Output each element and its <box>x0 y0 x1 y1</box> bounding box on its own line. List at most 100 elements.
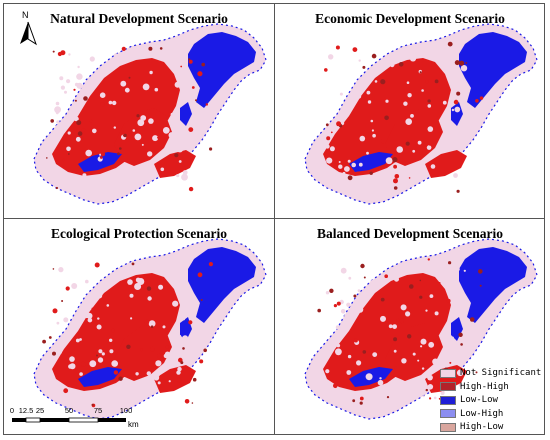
high-high-patch <box>188 58 191 61</box>
not-significant-patch <box>421 367 425 370</box>
low-low-cluster <box>180 102 192 126</box>
not-significant-patch <box>427 384 434 390</box>
not-significant-patch <box>74 116 79 122</box>
not-significant-patch <box>328 54 334 60</box>
not-significant-patch <box>158 284 164 290</box>
not-significant-patch <box>365 373 373 381</box>
low-low-cluster <box>349 152 393 172</box>
not-significant-patch <box>342 102 348 108</box>
high-high-patch <box>352 399 356 403</box>
not-significant-patch <box>71 283 78 289</box>
high-high-patch <box>191 86 195 89</box>
not-significant-patch <box>75 136 81 142</box>
high-high-patch <box>203 348 207 353</box>
not-significant-patch <box>366 90 371 95</box>
high-high-patch <box>405 141 410 146</box>
high-high-patch <box>180 361 184 365</box>
not-significant-patch <box>393 349 397 353</box>
high-high-patch <box>146 286 152 291</box>
high-high-patch <box>335 45 340 50</box>
not-significant-patch <box>153 375 160 381</box>
not-significant-patch <box>428 341 435 348</box>
high-high-patch <box>165 345 169 349</box>
high-high-patch <box>393 178 398 184</box>
north-label: N <box>22 10 29 20</box>
high-high-patch <box>393 164 397 169</box>
high-high-patch <box>42 339 46 344</box>
not-significant-patch <box>66 79 71 84</box>
not-significant-patch <box>182 317 186 321</box>
not-significant-patch <box>410 114 414 118</box>
not-significant-patch <box>85 279 89 284</box>
high-high-patch <box>427 99 431 103</box>
high-high-patch <box>384 274 388 278</box>
legend-swatch <box>440 395 456 405</box>
high-high-patch <box>353 294 357 298</box>
not-significant-patch <box>162 325 166 329</box>
high-high-patch <box>380 297 385 302</box>
not-significant-patch <box>460 65 468 72</box>
high-high-patch <box>438 166 440 169</box>
panel-title: Economic Development Scenario <box>315 11 505 26</box>
map-panel-economic: Economic Development Scenario <box>275 4 545 217</box>
high-high-patch <box>475 371 478 374</box>
high-high-patch <box>208 262 213 267</box>
not-significant-patch <box>89 56 95 62</box>
high-high-patch <box>176 377 182 383</box>
not-significant-patch <box>170 112 174 116</box>
high-high-patch <box>74 99 77 102</box>
not-significant-patch <box>98 349 103 354</box>
legend-item: High-High <box>440 381 544 394</box>
not-significant-patch <box>129 293 134 298</box>
low-low-cluster <box>78 152 122 172</box>
high-high-patch <box>384 115 389 121</box>
high-high-patch <box>197 272 203 278</box>
high-high-patch <box>157 353 162 359</box>
not-significant-patch <box>135 372 139 376</box>
not-significant-patch <box>425 309 428 312</box>
map-svg <box>33 23 267 205</box>
high-high-patch <box>380 79 386 85</box>
not-significant-patch <box>427 374 433 381</box>
high-high-patch <box>55 186 59 190</box>
not-significant-patch <box>124 87 130 93</box>
high-high-cluster <box>323 273 451 391</box>
not-significant-patch <box>422 395 425 398</box>
not-significant-patch <box>56 321 60 325</box>
not-significant-patch <box>417 359 420 362</box>
not-significant-patch <box>351 162 356 168</box>
not-significant-patch <box>85 314 89 319</box>
not-significant-patch <box>181 173 188 181</box>
high-high-patch <box>91 307 94 310</box>
not-significant-patch <box>146 371 151 376</box>
not-significant-patch <box>87 317 93 323</box>
high-high-patch <box>333 383 338 389</box>
not-significant-patch <box>427 126 434 132</box>
not-significant-patch <box>108 100 113 105</box>
not-significant-patch <box>417 163 421 167</box>
legend-swatch <box>440 368 456 378</box>
high-high-patch <box>454 60 460 66</box>
legend-label: High-High <box>460 381 509 392</box>
high-high-patch <box>359 401 363 405</box>
not-significant-patch <box>322 393 329 399</box>
legend: Not Significant High-High Low-Low Low-Hi… <box>440 367 544 435</box>
scale-tick: 0 <box>9 406 15 415</box>
scale-tick: 75 <box>93 406 103 415</box>
not-significant-patch <box>176 174 180 178</box>
high-high-patch <box>475 99 479 103</box>
not-significant-patch <box>325 369 330 374</box>
high-high-patch <box>67 153 70 155</box>
not-significant-patch <box>111 182 114 186</box>
low-low-cluster <box>188 32 256 108</box>
not-significant-patch <box>162 127 170 134</box>
high-high-patch <box>392 157 398 163</box>
not-significant-patch <box>385 99 389 103</box>
high-high-patch <box>100 102 105 107</box>
map-panel-balanced: Balanced Development Scenario <box>275 219 545 432</box>
not-significant-patch <box>406 81 410 84</box>
legend-label: Not Significant <box>460 368 542 379</box>
high-high-patch <box>326 136 331 141</box>
high-high-patch <box>352 47 358 52</box>
high-high-patch <box>398 62 404 67</box>
